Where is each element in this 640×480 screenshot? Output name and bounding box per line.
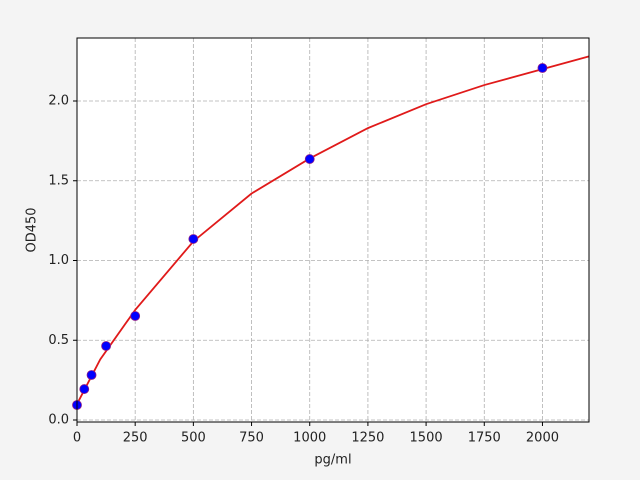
data-point xyxy=(86,370,97,380)
plot-background xyxy=(77,38,589,422)
x-axis-label: pg/ml xyxy=(314,453,351,468)
data-point xyxy=(188,234,199,244)
data-point xyxy=(537,63,548,73)
data-point xyxy=(304,154,315,164)
x-tick-label: 250 xyxy=(123,431,148,446)
x-tick-label: 1250 xyxy=(351,431,384,446)
y-tick-label: 0.0 xyxy=(48,413,69,428)
x-tick-label: 500 xyxy=(181,431,206,446)
y-tick-label: 1.0 xyxy=(48,253,69,268)
data-point xyxy=(101,341,111,351)
y-axis-label: OD450 xyxy=(25,207,40,252)
x-tick-label: 1750 xyxy=(468,431,501,446)
x-tick-label: 0 xyxy=(73,431,81,446)
fit-curve xyxy=(76,55,590,405)
y-tick-label: 0.5 xyxy=(48,333,69,348)
data-point xyxy=(130,311,141,321)
x-tick-label: 750 xyxy=(239,431,264,446)
y-tick-label: 2.0 xyxy=(48,94,69,109)
x-tick-label: 2000 xyxy=(526,431,559,446)
data-point xyxy=(79,384,90,394)
x-tick-label: 1000 xyxy=(293,431,326,446)
plot-frame xyxy=(76,37,590,423)
y-tick-label: 1.5 xyxy=(48,173,69,188)
x-tick-label: 1500 xyxy=(410,431,443,446)
